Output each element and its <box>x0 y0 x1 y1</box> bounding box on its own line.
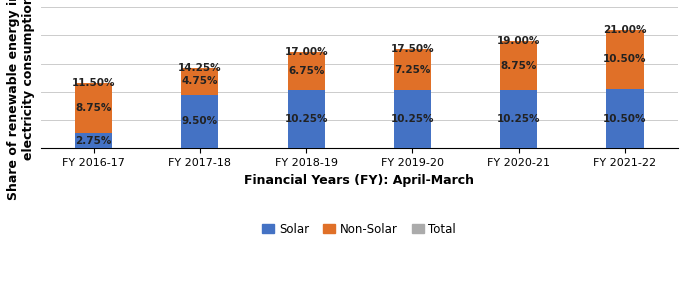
Bar <box>75 83 112 133</box>
Bar <box>288 52 325 90</box>
Text: 2.75%: 2.75% <box>75 135 112 146</box>
Y-axis label: Share of renewable energy in total
electricity consumption: Share of renewable energy in total elect… <box>7 0 35 200</box>
Bar <box>606 30 643 89</box>
Bar <box>500 41 537 90</box>
Bar <box>500 90 537 148</box>
Text: 8.75%: 8.75% <box>75 103 112 113</box>
Text: 10.25%: 10.25% <box>497 114 540 124</box>
Text: 19.00%: 19.00% <box>497 36 540 46</box>
Text: 10.25%: 10.25% <box>390 114 434 124</box>
X-axis label: Financial Years (FY): April-March: Financial Years (FY): April-March <box>245 174 474 187</box>
Text: 9.50%: 9.50% <box>182 117 218 126</box>
Bar <box>288 90 325 148</box>
Bar <box>75 133 112 148</box>
Text: 4.75%: 4.75% <box>182 76 218 86</box>
Text: 7.25%: 7.25% <box>395 65 431 75</box>
Text: 14.25%: 14.25% <box>178 63 222 73</box>
Text: 10.50%: 10.50% <box>603 54 647 64</box>
Text: 17.50%: 17.50% <box>390 44 434 54</box>
Bar <box>182 95 219 148</box>
Text: 8.75%: 8.75% <box>501 61 537 71</box>
Text: 17.00%: 17.00% <box>284 47 328 57</box>
Bar <box>394 90 431 148</box>
Text: 10.50%: 10.50% <box>603 114 647 124</box>
Text: 10.25%: 10.25% <box>284 114 328 124</box>
Bar <box>394 49 431 90</box>
Text: 21.00%: 21.00% <box>603 24 647 35</box>
Text: 6.75%: 6.75% <box>288 66 324 76</box>
Text: 11.50%: 11.50% <box>72 78 115 88</box>
Bar <box>606 89 643 148</box>
Bar <box>182 68 219 95</box>
Legend: Solar, Non-Solar, Total: Solar, Non-Solar, Total <box>258 218 461 240</box>
